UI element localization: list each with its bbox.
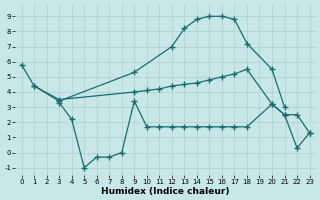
X-axis label: Humidex (Indice chaleur): Humidex (Indice chaleur) (101, 187, 230, 196)
